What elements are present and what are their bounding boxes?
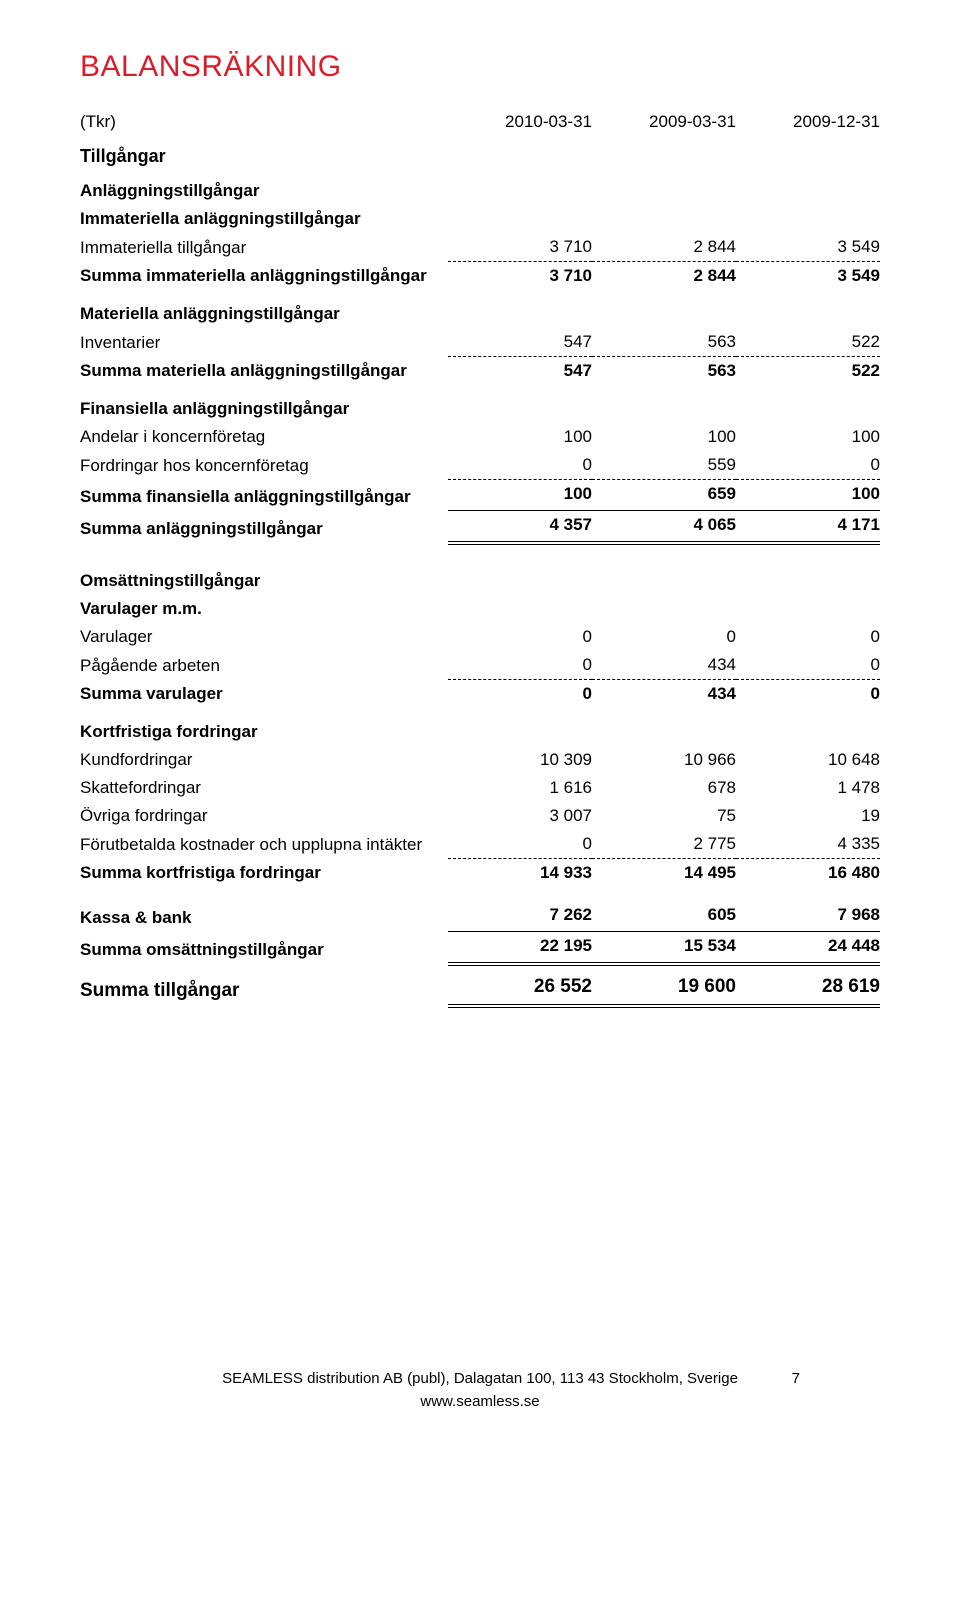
table-cell: 559: [592, 451, 736, 480]
table-cell: 14 933: [448, 859, 592, 888]
table-cell: 678: [592, 774, 736, 802]
table-cell: 4 065: [592, 511, 736, 544]
table-cell: 563: [592, 357, 736, 386]
page-footer: SEAMLESS distribution AB (publ), Dalagat…: [80, 1368, 880, 1413]
table-cell: 16 480: [736, 859, 880, 888]
short-recv-heading: Kortfristiga fordringar: [80, 708, 880, 746]
footer-line2: www.seamless.se: [420, 1393, 539, 1410]
table-cell: 22 195: [448, 932, 592, 965]
table-cell: 19 600: [592, 964, 736, 1006]
col-header-2: 2009-03-31: [592, 108, 736, 142]
table-cell: 4 335: [736, 830, 880, 859]
short-recv-sum-label: Summa kortfristiga fordringar: [80, 859, 448, 888]
table-cell: 10 966: [592, 746, 736, 774]
current-sum-label: Summa omsättningstillgångar: [80, 932, 448, 965]
current-assets-heading: Omsättningstillgångar: [80, 557, 880, 595]
tangible-heading: Materiella anläggningstillgångar: [80, 290, 880, 328]
table-cell: 522: [736, 328, 880, 357]
table-cell: 10 648: [736, 746, 880, 774]
footer-line1: SEAMLESS distribution AB (publ), Dalagat…: [222, 1370, 738, 1387]
table-cell: 14 495: [592, 859, 736, 888]
table-cell: 4 357: [448, 511, 592, 544]
table-cell: 0: [736, 651, 880, 680]
fixed-sum-label: Summa anläggningstillgångar: [80, 511, 448, 544]
table-cell: 0: [592, 623, 736, 651]
total-sum-label: Summa tillgångar: [80, 964, 448, 1006]
table-cell: 3 007: [448, 802, 592, 830]
table-cell: 1 616: [448, 774, 592, 802]
table-cell: 3 549: [736, 262, 880, 291]
ovriga-label: Övriga fordringar: [80, 802, 448, 830]
page-title: BALANSRÄKNING: [80, 50, 880, 84]
table-cell: 0: [736, 680, 880, 709]
financial-heading: Finansiella anläggningstillgångar: [80, 385, 880, 423]
receivables-label: Fordringar hos koncernföretag: [80, 451, 448, 480]
table-cell: 26 552: [448, 964, 592, 1006]
table-cell: 3 549: [736, 233, 880, 262]
table-cell: 24 448: [736, 932, 880, 965]
tangible-sum-label: Summa materiella anläggningstillgångar: [80, 357, 448, 386]
table-cell: 15 534: [592, 932, 736, 965]
cash-label: Kassa & bank: [80, 901, 448, 932]
table-cell: 0: [448, 451, 592, 480]
table-cell: 3 710: [448, 262, 592, 291]
intangible-sum-label: Summa immateriella anläggningstillgångar: [80, 262, 448, 291]
financial-sum-label: Summa finansiella anläggningstillgångar: [80, 480, 448, 511]
table-cell: 0: [448, 651, 592, 680]
table-cell: 75: [592, 802, 736, 830]
table-cell: 547: [448, 357, 592, 386]
table-cell: 4 171: [736, 511, 880, 544]
col-header-3: 2009-12-31: [736, 108, 880, 142]
table-cell: 605: [592, 901, 736, 932]
forut-label: Förutbetalda kostnader och upplupna intä…: [80, 830, 448, 859]
stock-sum-label: Summa varulager: [80, 680, 448, 709]
table-cell: 7 262: [448, 901, 592, 932]
stock-label: Varulager: [80, 623, 448, 651]
table-cell: 0: [736, 623, 880, 651]
stock-heading: Varulager m.m.: [80, 595, 880, 623]
table-cell: 0: [448, 623, 592, 651]
table-cell: 19: [736, 802, 880, 830]
intangible-heading: Immateriella anläggningstillgångar: [80, 205, 880, 233]
table-cell: 547: [448, 328, 592, 357]
table-cell: 10 309: [448, 746, 592, 774]
table-cell: 100: [448, 423, 592, 451]
shares-label: Andelar i koncernföretag: [80, 423, 448, 451]
table-cell: 0: [448, 680, 592, 709]
table-cell: 434: [592, 680, 736, 709]
table-cell: 0: [736, 451, 880, 480]
table-cell: 434: [592, 651, 736, 680]
table-cell: 3 710: [448, 233, 592, 262]
table-cell: 0: [448, 830, 592, 859]
table-cell: 1 478: [736, 774, 880, 802]
table-cell: 563: [592, 328, 736, 357]
table-cell: 28 619: [736, 964, 880, 1006]
assets-heading: Tillgångar: [80, 142, 880, 181]
col-header-1: 2010-03-31: [448, 108, 592, 142]
balance-sheet-table: (Tkr) 2010-03-31 2009-03-31 2009-12-31 T…: [80, 108, 880, 1008]
table-cell: 2 844: [592, 262, 736, 291]
inventory-label: Inventarier: [80, 328, 448, 357]
table-cell: 100: [736, 480, 880, 511]
fixed-assets-heading: Anläggningstillgångar: [80, 181, 880, 205]
wip-label: Pågående arbeten: [80, 651, 448, 680]
table-cell: 7 968: [736, 901, 880, 932]
kund-label: Kundfordringar: [80, 746, 448, 774]
table-cell: 659: [592, 480, 736, 511]
table-cell: 2 775: [592, 830, 736, 859]
page-number: 7: [792, 1368, 800, 1391]
intangible-assets-label: Immateriella tillgångar: [80, 233, 448, 262]
unit-header: (Tkr): [80, 108, 448, 142]
table-cell: 100: [592, 423, 736, 451]
table-cell: 100: [448, 480, 592, 511]
table-cell: 100: [736, 423, 880, 451]
skatte-label: Skattefordringar: [80, 774, 448, 802]
table-cell: 522: [736, 357, 880, 386]
table-cell: 2 844: [592, 233, 736, 262]
